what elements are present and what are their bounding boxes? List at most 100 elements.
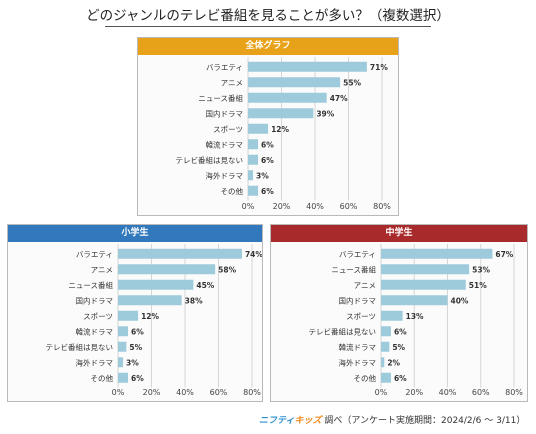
overall-value-label: 6% bbox=[261, 187, 274, 196]
overall-category-label: 海外ドラマ bbox=[206, 170, 244, 180]
page-title: どのジャンルのテレビ番組を見ることが多い？（複数選択） bbox=[86, 8, 450, 24]
elementary-tick-label: 60% bbox=[210, 388, 228, 397]
overall-bar bbox=[248, 92, 327, 103]
junior-high-bar bbox=[381, 357, 385, 368]
junior-high-value-label: 2% bbox=[387, 358, 400, 367]
junior-high-bar bbox=[381, 279, 466, 290]
junior-high-value-label: 5% bbox=[392, 343, 405, 352]
junior-high-category-label: スポーツ bbox=[346, 312, 376, 321]
junior-high-category-label: テレビ番組は見ない bbox=[309, 326, 377, 336]
junior-high-tick-label: 40% bbox=[439, 388, 457, 397]
title-underline bbox=[105, 26, 431, 27]
overall-chart-title: 全体グラフ bbox=[138, 38, 398, 55]
overall-category-label: 国内ドラマ bbox=[206, 108, 244, 118]
overall-value-label: 6% bbox=[261, 140, 274, 149]
elementary-category-label: スポーツ bbox=[83, 312, 113, 321]
junior-high-bar bbox=[381, 248, 493, 259]
overall-tick-label: 40% bbox=[306, 202, 324, 211]
elementary-category-label: 国内ドラマ bbox=[76, 295, 114, 305]
elementary-bar bbox=[118, 264, 216, 275]
elementary-bar bbox=[118, 295, 182, 306]
elementary-bar bbox=[118, 279, 194, 290]
junior-high-tick-label: 0% bbox=[375, 388, 388, 397]
junior-high-value-label: 6% bbox=[394, 327, 407, 336]
elementary-value-label: 45% bbox=[196, 281, 214, 290]
overall-category-label: アニメ bbox=[221, 78, 243, 87]
elementary-chart-title: 小学生 bbox=[8, 225, 262, 242]
junior-high-tick-label: 20% bbox=[405, 388, 423, 397]
overall-tick-label: 60% bbox=[340, 202, 358, 211]
elementary-tick-label: 80% bbox=[243, 388, 261, 397]
elementary-category-label: ニュース番組 bbox=[68, 280, 113, 290]
elementary-bar bbox=[118, 310, 139, 321]
junior-high-bar bbox=[381, 310, 403, 321]
overall-value-label: 12% bbox=[271, 125, 289, 134]
overall-category-label: 韓流ドラマ bbox=[206, 139, 244, 149]
overall-bar bbox=[248, 185, 259, 196]
junior-high-value-label: 13% bbox=[406, 312, 424, 321]
elementary-tick-label: 20% bbox=[143, 388, 161, 397]
elementary-value-label: 12% bbox=[141, 312, 159, 321]
overall-chart-panel: 全体グラフ 0% 20% 40% 60% 80% バラエティ 71% アニメ 55% ニュース番組… bbox=[137, 37, 399, 216]
survey-note: 調べ（アンケート実施期間：2024/2/6 ～ 3/11） bbox=[321, 416, 526, 426]
overall-tick-label: 80% bbox=[373, 202, 391, 211]
elementary-bar bbox=[118, 341, 127, 352]
elementary-category-label: アニメ bbox=[91, 265, 113, 274]
junior-high-bar bbox=[381, 326, 391, 337]
overall-bar bbox=[248, 139, 259, 150]
junior-high-category-label: その他 bbox=[354, 373, 377, 383]
overall-value-label: 39% bbox=[316, 109, 334, 118]
junior-high-category-label: 海外ドラマ bbox=[339, 357, 377, 367]
overall-category-label: テレビ番組は見ない bbox=[176, 155, 244, 165]
junior-high-value-label: 6% bbox=[394, 374, 407, 383]
elementary-value-label: 6% bbox=[131, 374, 144, 383]
junior-high-chart-title: 中学生 bbox=[271, 225, 527, 242]
elementary-bar-chart: 0% 20% 40% 60% 80% バラエティ 74% アニメ 58% ニュース番組 45% 国内ド… bbox=[46, 244, 262, 397]
elementary-category-label: 韓流ドラマ bbox=[76, 326, 114, 336]
brand-name-part2: キッズ bbox=[294, 416, 322, 426]
overall-bar bbox=[248, 77, 341, 88]
overall-bar bbox=[248, 170, 254, 181]
elementary-category-label: バラエティ bbox=[76, 250, 113, 259]
junior-high-bar bbox=[381, 295, 448, 306]
overall-tick-label: 0% bbox=[242, 202, 255, 211]
overall-bar bbox=[248, 61, 367, 72]
overall-value-label: 71% bbox=[370, 63, 388, 72]
elementary-category-label: 海外ドラマ bbox=[76, 357, 114, 367]
junior-high-chart-panel: 中学生 0% 20% 40% 60% 80% バラエティ 67% ニュース番組 53% アニメ 51… bbox=[270, 224, 528, 402]
elementary-bar bbox=[118, 357, 124, 368]
elementary-bar bbox=[118, 372, 129, 383]
overall-value-label: 6% bbox=[261, 156, 274, 165]
elementary-value-label: 5% bbox=[129, 343, 142, 352]
elementary-category-label: テレビ番組は見ない bbox=[46, 342, 114, 352]
junior-high-bar bbox=[381, 341, 390, 352]
overall-category-label: ニュース番組 bbox=[198, 93, 243, 103]
junior-high-value-label: 67% bbox=[495, 250, 513, 259]
junior-high-category-label: 国内ドラマ bbox=[339, 295, 377, 305]
brand-name-part1: ニフティ bbox=[259, 416, 295, 426]
overall-bar-chart: 0% 20% 40% 60% 80% バラエティ 71% アニメ 55% ニュース番組 47% 国内ド… bbox=[176, 57, 391, 211]
junior-high-category-label: アニメ bbox=[354, 281, 376, 290]
elementary-value-label: 38% bbox=[185, 296, 203, 305]
elementary-value-label: 6% bbox=[131, 327, 144, 336]
elementary-value-label: 3% bbox=[126, 358, 139, 367]
elementary-value-label: 58% bbox=[218, 265, 236, 274]
junior-high-category-label: ニュース番組 bbox=[331, 264, 376, 274]
source-footer: ニフティキッズ 調べ（アンケート実施期間：2024/2/6 ～ 3/11） bbox=[259, 413, 525, 426]
elementary-tick-label: 40% bbox=[176, 388, 194, 397]
junior-high-tick-label: 60% bbox=[472, 388, 490, 397]
junior-high-value-label: 53% bbox=[472, 265, 490, 274]
elementary-tick-label: 0% bbox=[112, 388, 125, 397]
junior-high-bar bbox=[381, 264, 470, 275]
overall-category-label: バラエティ bbox=[206, 63, 243, 72]
overall-value-label: 55% bbox=[343, 78, 361, 87]
junior-high-category-label: 韓流ドラマ bbox=[339, 342, 377, 352]
junior-high-tick-label: 80% bbox=[505, 388, 523, 397]
overall-bar bbox=[248, 108, 314, 119]
overall-tick-label: 20% bbox=[273, 202, 291, 211]
overall-bar bbox=[248, 123, 269, 134]
junior-high-bar bbox=[381, 372, 391, 383]
elementary-category-label: その他 bbox=[91, 373, 114, 383]
overall-value-label: 3% bbox=[256, 171, 269, 180]
elementary-chart-panel: 小学生 0% 20% 40% 60% 80% バラエティ 74% アニメ 58% ニュース番組 45… bbox=[7, 224, 263, 402]
